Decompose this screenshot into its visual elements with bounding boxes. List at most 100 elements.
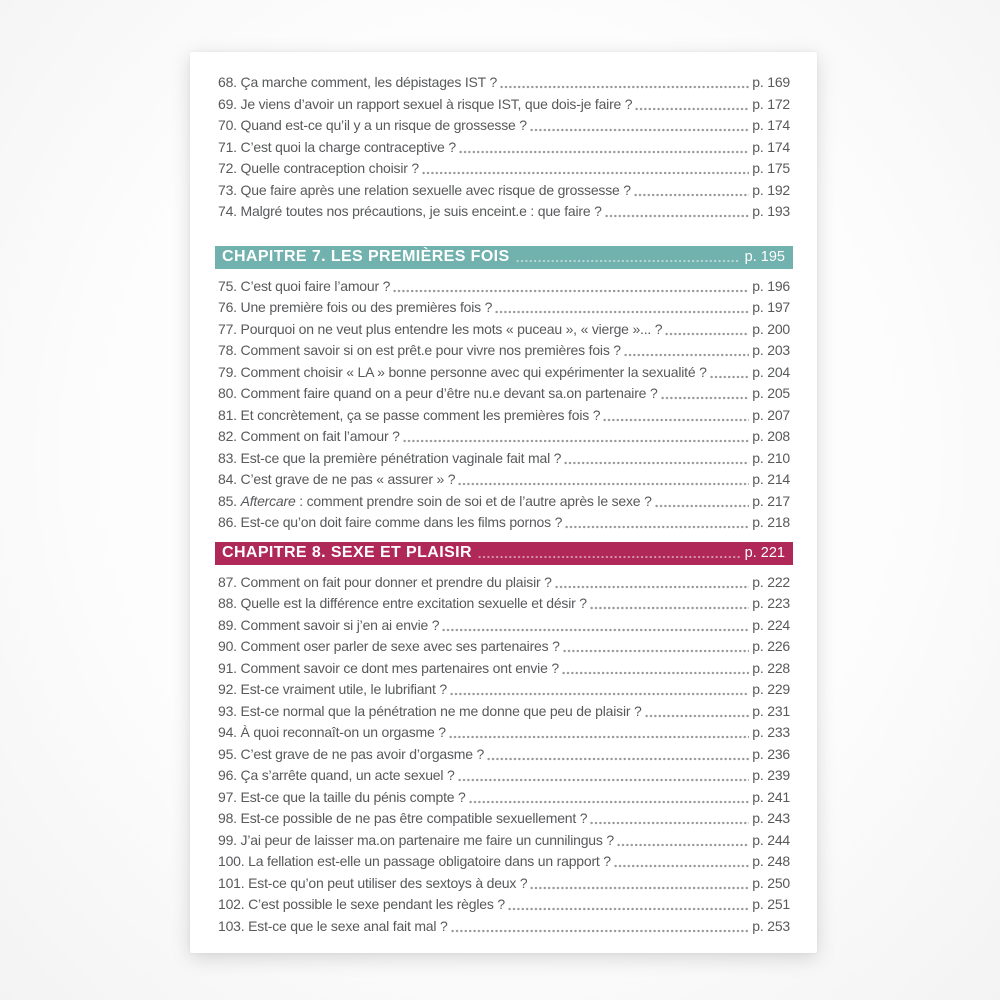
dot-leader — [633, 192, 750, 197]
toc-entry: 78. Comment savoir si on est prêt.e pour… — [218, 340, 790, 362]
toc-entry-label: 83. Est-ce que la première pénétration v… — [218, 449, 562, 466]
dot-leader — [654, 503, 750, 508]
toc-entry: 100. La fellation est-elle un passage ob… — [218, 851, 790, 873]
toc-entry-label: 101. Est-ce qu’on peut utiliser des sext… — [218, 874, 528, 891]
toc-entry-page-number: p. 193 — [752, 203, 790, 219]
toc-entry: 99. J’ai peur de laisser ma.on partenair… — [218, 830, 790, 852]
toc-entry: 80. Comment faire quand on a peur d’être… — [218, 383, 790, 405]
dot-leader — [709, 374, 750, 379]
toc-entry-page-number: p. 169 — [752, 74, 790, 90]
toc-entry-page-number: p. 244 — [752, 831, 790, 848]
toc-entry-label: 72. Quelle contraception choisir ? — [218, 160, 419, 176]
toc-entry-page-number: p. 250 — [752, 874, 790, 891]
dot-leader — [589, 606, 750, 610]
toc-entry-page-number: p. 248 — [752, 853, 790, 869]
toc-entry-label: 73. Que faire après une relation sexuell… — [218, 181, 631, 198]
dot-leader — [393, 288, 750, 293]
toc-entry-label: 76. Une première fois ou des premières f… — [218, 299, 493, 315]
dot-leader — [530, 885, 750, 890]
toc-entry-label: 97. Est-ce que la taille du pénis compte… — [218, 788, 466, 805]
toc-entry-label: 75. C’est quoi faire l’amour ? — [218, 277, 391, 294]
toc-entry-page-number: p. 200 — [752, 320, 790, 337]
toc-entry-label: 86. Est-ce qu’on doit faire comme dans l… — [218, 514, 563, 530]
toc-entry: 83. Est-ce que la première pénétration v… — [218, 448, 790, 470]
toc-entry-page-number: p. 223 — [752, 595, 790, 611]
toc-entry-label: 102. C’est possible le sexe pendant les … — [218, 896, 505, 912]
toc-entry: 76. Une première fois ou des premières f… — [218, 297, 790, 319]
dot-leader — [616, 842, 750, 847]
toc-entry: 96. Ça s’arrête quand, un acte sexuel ? … — [218, 765, 790, 787]
toc-entry-label: 93. Est-ce normal que la pénétration ne … — [218, 702, 642, 719]
toc-entry-label: 84. C’est grave de ne pas « assurer » ? — [218, 471, 456, 487]
toc-entry: 94. À quoi reconnaît-on un orgasme ? p. … — [218, 722, 790, 744]
toc-entry-label: 70. Quand est-ce qu’il y a un risque de … — [218, 117, 527, 133]
dot-leader — [442, 627, 750, 632]
toc-entry-label: 71. C’est quoi la charge contraceptive ? — [218, 138, 456, 155]
toc-entry-label: 87. Comment on fait pour donner et prend… — [218, 573, 552, 590]
chapter-heading-label: CHAPITRE 7. LES PREMIÈRES FOIS — [222, 248, 510, 265]
toc-entry: 68. Ça marche comment, les dépistages IS… — [218, 72, 790, 94]
toc-entry-label: 88. Quelle est la différence entre excit… — [218, 595, 587, 611]
toc-entry-label: 77. Pourquoi on ne veut plus entendre le… — [218, 320, 663, 337]
toc-entry-page-number: p. 204 — [752, 363, 790, 380]
toc-entry: 87. Comment on fait pour donner et prend… — [218, 572, 790, 594]
toc-entry-label: 80. Comment faire quand on a peur d’être… — [218, 385, 658, 401]
toc-entry: 84. C’est grave de ne pas « assurer » ? … — [218, 469, 790, 491]
chapter-page-number: p. 195 — [744, 249, 785, 265]
dot-leader — [487, 756, 750, 761]
toc-entry-page-number: p. 236 — [752, 745, 790, 762]
dot-leader — [500, 85, 750, 89]
toc-entry-label: 74. Malgré toutes nos précautions, je su… — [218, 203, 602, 219]
toc-entry: 74. Malgré toutes nos précautions, je su… — [218, 201, 790, 223]
toc-entry: 101. Est-ce qu’on peut utiliser des sext… — [218, 873, 790, 895]
dot-leader — [660, 396, 750, 400]
toc-entry-page-number: p. 192 — [752, 181, 790, 198]
toc-entry-page-number: p. 205 — [752, 385, 790, 401]
toc-entry-label: 96. Ça s’arrête quand, un acte sexuel ? — [218, 767, 455, 783]
toc-entry: 102. C’est possible le sexe pendant les … — [218, 894, 790, 916]
dot-leader — [644, 713, 750, 718]
toc-entry-label: 78. Comment savoir si on est prêt.e pour… — [218, 342, 621, 358]
toc-entry-label: 89. Comment savoir si j’en ai envie ? — [218, 616, 440, 633]
toc-entry-label: 69. Je viens d’avoir un rapport sexuel à… — [218, 95, 633, 112]
dot-leader — [603, 417, 750, 422]
dot-leader — [449, 692, 750, 696]
toc-entry-page-number: p. 203 — [752, 342, 790, 358]
toc-entry: 103. Est-ce que le sexe anal fait mal ? … — [218, 916, 790, 938]
dot-leader — [623, 353, 750, 357]
toc-entry-page-number: p. 228 — [752, 659, 790, 676]
toc-entry-label: 94. À quoi reconnaît-on un orgasme ? — [218, 724, 446, 740]
chapter-page-number: p. 221 — [744, 545, 785, 561]
dot-leader — [562, 649, 750, 653]
chapter-heading: CHAPITRE 7. LES PREMIÈRES FOIS p. 195 — [215, 245, 793, 269]
toc-entry: 82. Comment on fait l’amour ? p. 208 — [218, 426, 790, 448]
toc-entry: 69. Je viens d’avoir un rapport sexuel à… — [218, 94, 790, 116]
dot-leader — [613, 864, 750, 868]
dot-leader — [565, 525, 750, 529]
chapter-dot-leader — [515, 259, 740, 263]
chapter-heading-label: CHAPITRE 8. SEXE ET PLAISIR — [222, 544, 472, 561]
toc-entry-page-number: p. 239 — [752, 767, 790, 783]
toc-entry-page-number: p. 218 — [752, 514, 790, 530]
toc-entry-page-number: p. 210 — [752, 449, 790, 466]
dot-leader — [604, 214, 750, 218]
dot-leader — [422, 171, 750, 175]
toc-entry-label: 85. Aftercare : comment prendre soin de … — [218, 492, 652, 509]
toc-entry-label: 103. Est-ce que le sexe anal fait mal ? — [218, 917, 448, 934]
table-of-contents: 68. Ça marche comment, les dépistages IS… — [215, 72, 793, 938]
chapter-heading: CHAPITRE 8. SEXE ET PLAISIR p. 221 — [215, 541, 793, 565]
toc-entry-page-number: p. 224 — [752, 616, 790, 633]
toc-entry: 95. C’est grave de ne pas avoir d’orgasm… — [218, 744, 790, 766]
toc-entry-label: 91. Comment savoir ce dont mes partenair… — [218, 659, 559, 676]
dot-leader — [554, 584, 750, 589]
dot-leader — [458, 149, 750, 154]
dot-leader — [402, 439, 750, 443]
dot-leader — [561, 670, 750, 675]
toc-entry-page-number: p. 253 — [752, 917, 790, 934]
toc-entry-label: 95. C’est grave de ne pas avoir d’orgasm… — [218, 745, 485, 762]
toc-entry-page-number: p. 214 — [752, 471, 790, 487]
dot-leader — [529, 128, 750, 132]
toc-entry: 98. Est-ce possible de ne pas être compa… — [218, 808, 790, 830]
toc-entry: 81. Et concrètement, ça se passe comment… — [218, 405, 790, 427]
book-page: 68. Ça marche comment, les dépistages IS… — [190, 52, 817, 953]
